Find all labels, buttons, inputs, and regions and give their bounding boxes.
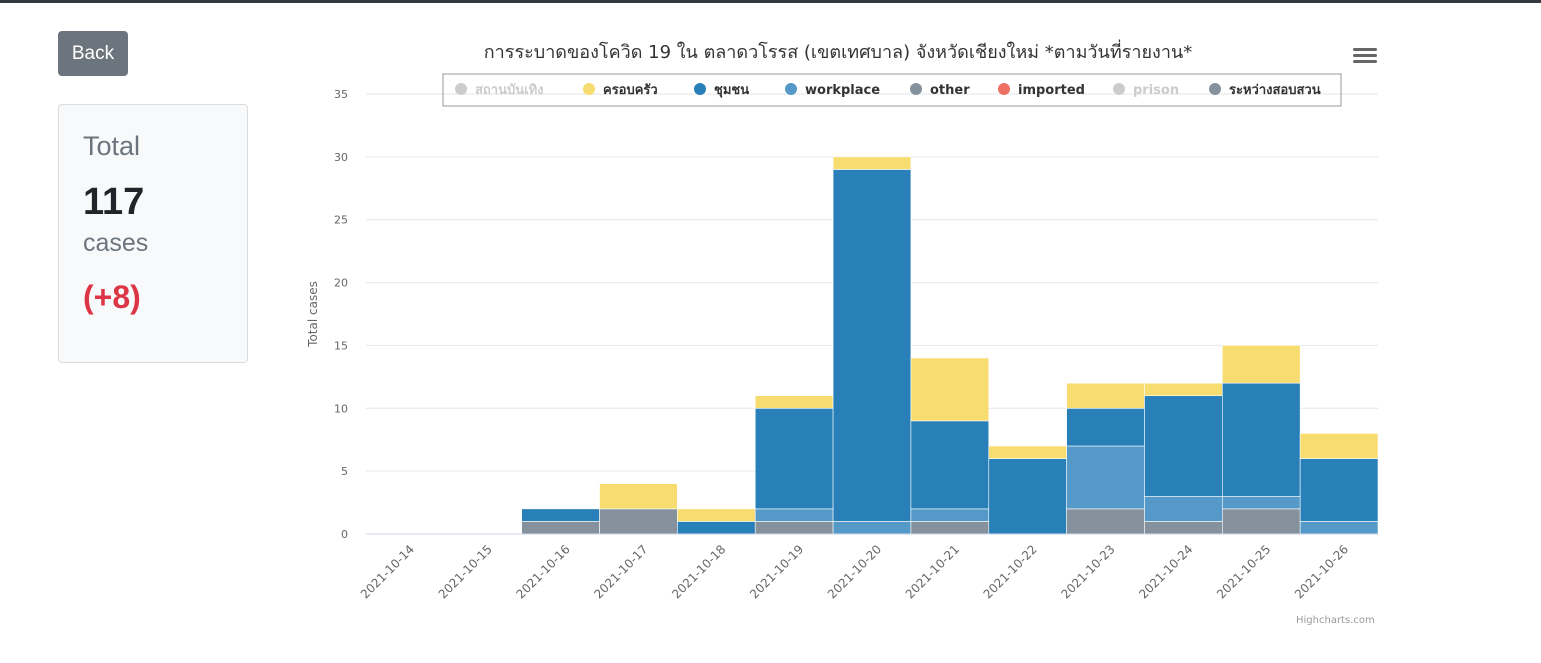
bar-segment[interactable]	[1066, 382, 1145, 409]
legend-item-label[interactable]: ครอบครัว	[603, 83, 658, 98]
y-tick-label: 25	[334, 214, 348, 227]
x-tick-label: 2021-10-21	[903, 542, 962, 601]
x-tick-label: 2021-10-24	[1136, 542, 1195, 601]
bars	[366, 156, 1379, 535]
legend-item-label[interactable]: other	[930, 83, 970, 98]
bar-segment[interactable]	[599, 483, 678, 510]
back-button[interactable]: Back	[58, 31, 128, 76]
x-tick-label: 2021-10-25	[1214, 542, 1273, 601]
cases-label: cases	[83, 229, 149, 257]
bar-segment[interactable]	[754, 521, 834, 535]
bar-segment[interactable]	[832, 521, 912, 535]
bar-segment[interactable]	[1066, 407, 1145, 447]
x-tick-label: 2021-10-14	[358, 542, 417, 601]
bar-segment[interactable]	[1144, 521, 1223, 535]
legend-marker[interactable]	[583, 83, 595, 95]
legend-marker[interactable]	[1113, 83, 1125, 95]
chart-title: การระบาดของโควิด 19 ใน ตลาดวโรรส (เขตเทศ…	[484, 39, 1192, 63]
x-tick-labels: 2021-10-14 2021-10-15 2021-10-16 2021-10-17…	[358, 542, 1351, 601]
x-tick-label: 2021-10-16	[514, 542, 573, 601]
bar-segment[interactable]	[1222, 495, 1301, 510]
legend-marker[interactable]	[910, 83, 922, 95]
bar-segment[interactable]	[1299, 458, 1379, 522]
bar-segment[interactable]	[910, 420, 990, 510]
bar-segment[interactable]	[1066, 445, 1145, 510]
delta-value: (+8)	[83, 279, 141, 315]
chart-credit[interactable]: Highcharts.com	[1296, 615, 1375, 626]
bar-segment[interactable]	[754, 395, 834, 409]
legend-item-label[interactable]: ชุมชน	[714, 83, 749, 98]
x-tick-label: 2021-10-18	[669, 542, 728, 601]
bar-segment[interactable]	[677, 521, 756, 535]
legend: สถานบันเทิง ครอบครัว ชุมชน workplace other im…	[442, 73, 1342, 107]
bar-segment[interactable]	[988, 458, 1067, 535]
y-tick-label: 0	[341, 528, 348, 541]
legend-marker[interactable]	[455, 83, 467, 95]
x-tick-label: 2021-10-17	[591, 542, 650, 601]
bar-segment[interactable]	[832, 156, 912, 170]
y-tick-label: 30	[334, 151, 348, 164]
legend-marker[interactable]	[694, 83, 706, 95]
bar-segment[interactable]	[599, 508, 678, 535]
legend-marker[interactable]	[785, 83, 797, 95]
bar-segment[interactable]	[1144, 395, 1223, 497]
y-axis-label: Total cases	[306, 281, 320, 348]
y-tick-labels: 0 5 10 15 20 25 30 35	[334, 88, 348, 541]
total-label: Total	[83, 131, 141, 161]
y-tick-label: 20	[334, 277, 348, 290]
bar-segment[interactable]	[832, 169, 912, 522]
bar-segment[interactable]	[521, 521, 600, 535]
total-value: 117	[83, 181, 145, 223]
legend-item-label[interactable]: ระหว่างสอบสวน	[1229, 83, 1321, 98]
x-tick-label: 2021-10-22	[981, 542, 1040, 601]
legend-item-label[interactable]: imported	[1018, 83, 1085, 98]
summary-card: Total 117 cases (+8)	[58, 104, 248, 363]
bar-segment[interactable]	[1222, 382, 1301, 497]
legend-marker[interactable]	[998, 83, 1010, 95]
legend-box	[442, 73, 1342, 107]
x-tick-label: 2021-10-20	[825, 542, 884, 601]
bar-segment[interactable]	[1066, 508, 1145, 535]
chart-menu-icon[interactable]	[1352, 46, 1378, 68]
bar-segment[interactable]	[754, 508, 834, 522]
bar-segment[interactable]	[1299, 521, 1379, 535]
bar-segment[interactable]	[1299, 433, 1379, 459]
bar-segment[interactable]	[1144, 382, 1223, 397]
bar-segment[interactable]	[988, 445, 1067, 459]
top-bar	[0, 0, 1541, 3]
legend-marker[interactable]	[1209, 83, 1221, 95]
bar-segment[interactable]	[677, 508, 756, 522]
bar-segment[interactable]	[754, 407, 834, 510]
bar-segment[interactable]	[910, 508, 990, 522]
x-tick-label: 2021-10-26	[1292, 542, 1351, 601]
y-tick-label: 10	[334, 402, 348, 415]
y-tick-label: 15	[334, 339, 348, 352]
y-tick-label: 5	[341, 465, 348, 478]
bar-segment[interactable]	[1222, 508, 1301, 535]
legend-item-label[interactable]: สถานบันเทิง	[475, 83, 544, 98]
bar-segment[interactable]	[910, 357, 990, 422]
y-tick-label: 35	[334, 88, 348, 101]
x-tick-label: 2021-10-23	[1058, 542, 1117, 601]
x-tick-label: 2021-10-15	[436, 542, 495, 601]
bar-segment[interactable]	[1222, 345, 1301, 384]
legend-item-label[interactable]: prison	[1133, 83, 1179, 98]
bar-segment[interactable]	[1144, 495, 1223, 522]
legend-item-label[interactable]: workplace	[805, 83, 880, 98]
x-tick-label: 2021-10-19	[747, 542, 806, 601]
bar-segment[interactable]	[521, 508, 600, 522]
bar-segment[interactable]	[910, 521, 990, 535]
